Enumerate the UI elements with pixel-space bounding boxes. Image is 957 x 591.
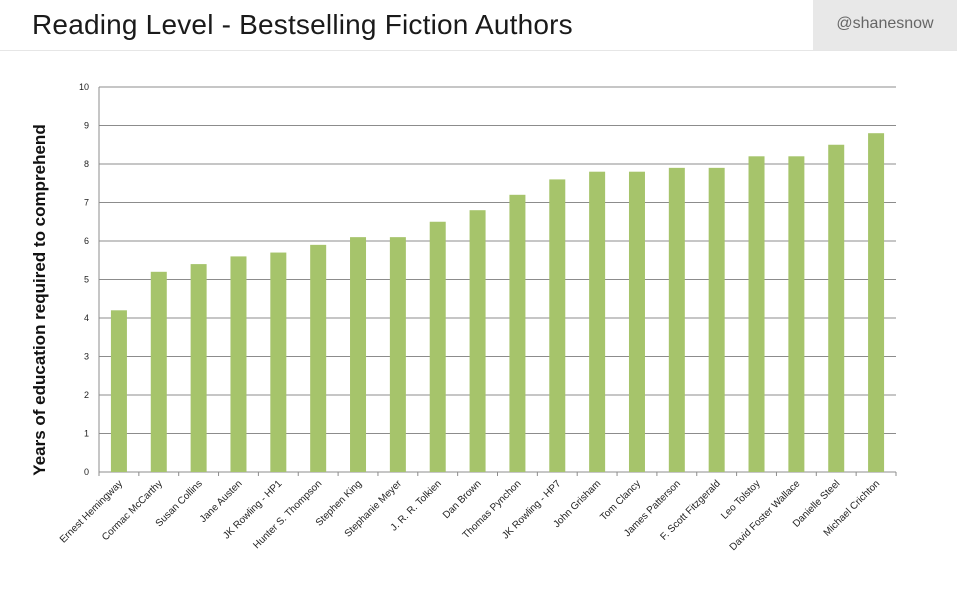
y-tick-label: 10 — [79, 82, 89, 92]
bar — [748, 156, 765, 473]
y-tick-label: 3 — [84, 352, 89, 362]
bar — [788, 156, 805, 473]
y-tick-label: 7 — [84, 198, 89, 208]
x-tick-label: David Foster Wallace — [728, 478, 803, 553]
bar — [589, 171, 606, 472]
x-tick-label: Hunter S. Thompson — [251, 478, 324, 551]
bar — [270, 252, 287, 472]
y-tick-label: 8 — [84, 159, 89, 169]
bar — [469, 210, 486, 472]
bar — [110, 310, 127, 472]
author-handle-box: @shanesnow — [813, 0, 957, 50]
bar — [549, 179, 566, 472]
bar — [389, 237, 406, 472]
y-tick-label: 5 — [84, 275, 89, 285]
author-handle: @shanesnow — [836, 15, 934, 32]
chart-title: Reading Level - Bestselling Fiction Auth… — [32, 9, 573, 40]
y-tick-label: 4 — [84, 313, 89, 323]
bar — [190, 264, 207, 472]
y-tick-label: 0 — [84, 467, 89, 477]
y-tick-label: 1 — [84, 429, 89, 439]
bar — [230, 256, 247, 472]
bar — [150, 271, 167, 472]
y-tick-label: 9 — [84, 121, 89, 131]
y-tick-label: 2 — [84, 390, 89, 400]
bar — [668, 167, 685, 472]
bar — [708, 167, 725, 472]
bar — [310, 244, 327, 472]
bar — [828, 144, 845, 472]
bar — [509, 194, 526, 473]
y-tick-label: 6 — [84, 236, 89, 246]
bar — [868, 133, 885, 472]
x-tick-label: Leo Tolstoy — [719, 478, 762, 521]
bar — [429, 221, 446, 472]
x-tick-label: Dan Brown — [441, 478, 484, 521]
bar — [628, 171, 645, 472]
header-bar: Reading Level - Bestselling Fiction Auth… — [0, 0, 957, 51]
bar — [350, 237, 367, 472]
